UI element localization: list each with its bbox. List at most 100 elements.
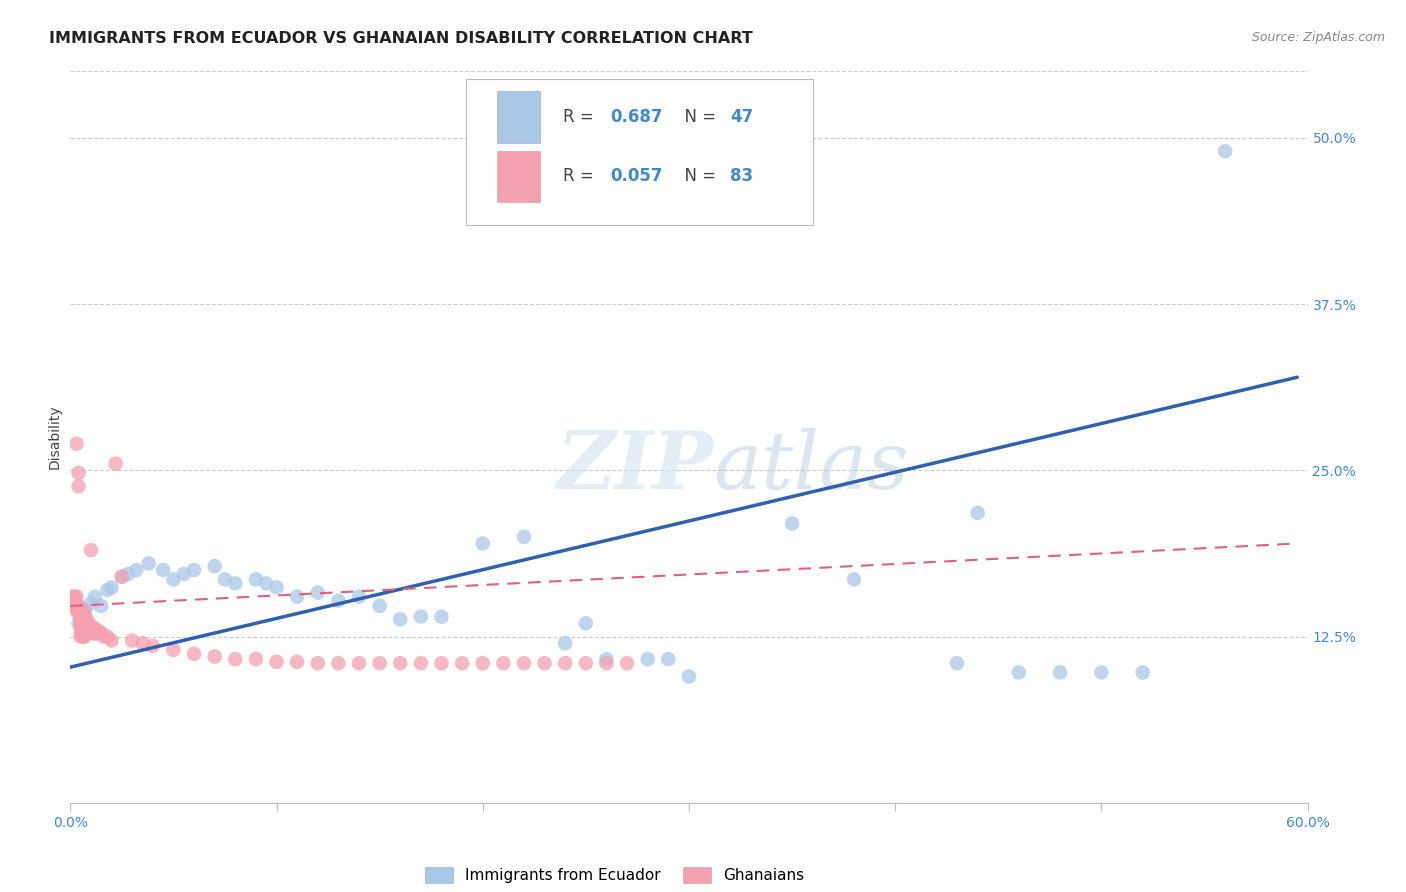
- Point: [678, 669, 700, 683]
- Point: [842, 573, 865, 587]
- Point: [111, 570, 134, 584]
- Point: [533, 656, 555, 670]
- Point: [69, 609, 91, 624]
- Point: [73, 630, 96, 644]
- Point: [471, 536, 494, 550]
- Point: [595, 656, 617, 670]
- Point: [72, 625, 94, 640]
- Point: [471, 656, 494, 670]
- Point: [84, 590, 107, 604]
- Point: [254, 576, 277, 591]
- Point: [131, 636, 153, 650]
- Point: [368, 599, 391, 613]
- Point: [492, 656, 515, 670]
- Point: [69, 607, 91, 621]
- Point: [91, 630, 114, 644]
- Point: [389, 656, 412, 670]
- Point: [84, 627, 107, 641]
- Point: [89, 625, 111, 640]
- Point: [183, 563, 205, 577]
- Point: [513, 656, 536, 670]
- Point: [72, 607, 94, 621]
- Text: R =: R =: [562, 108, 599, 126]
- Point: [90, 625, 112, 640]
- Point: [73, 620, 96, 634]
- Point: [67, 599, 90, 613]
- Point: [80, 620, 103, 634]
- Point: [1008, 665, 1031, 680]
- Point: [111, 570, 134, 584]
- Point: [72, 603, 94, 617]
- Point: [67, 616, 90, 631]
- Point: [80, 596, 103, 610]
- Point: [347, 656, 370, 670]
- Text: 47: 47: [730, 108, 754, 126]
- Point: [224, 576, 246, 591]
- Point: [84, 623, 107, 637]
- Point: [73, 612, 96, 626]
- Point: [657, 652, 679, 666]
- Point: [173, 567, 195, 582]
- Point: [77, 616, 100, 631]
- Point: [347, 590, 370, 604]
- Point: [285, 590, 308, 604]
- Point: [100, 633, 122, 648]
- Point: [575, 616, 598, 631]
- Point: [76, 616, 98, 631]
- Point: [328, 593, 350, 607]
- Point: [513, 530, 536, 544]
- Point: [65, 436, 87, 450]
- Text: 83: 83: [730, 167, 752, 186]
- FancyBboxPatch shape: [467, 78, 813, 225]
- Point: [409, 656, 432, 670]
- Point: [96, 630, 118, 644]
- Point: [69, 620, 91, 634]
- Text: N =: N =: [673, 167, 721, 186]
- Text: atlas: atlas: [714, 427, 910, 505]
- Point: [65, 596, 87, 610]
- Point: [67, 479, 90, 493]
- Point: [554, 636, 576, 650]
- Point: [616, 656, 638, 670]
- Point: [266, 655, 288, 669]
- Text: 0.057: 0.057: [610, 167, 662, 186]
- Point: [214, 573, 236, 587]
- Point: [73, 625, 96, 640]
- Text: N =: N =: [673, 108, 721, 126]
- Point: [1132, 665, 1154, 680]
- Point: [96, 582, 118, 597]
- Point: [451, 656, 474, 670]
- FancyBboxPatch shape: [498, 151, 540, 202]
- Text: ZIP: ZIP: [557, 427, 714, 505]
- Text: Source: ZipAtlas.com: Source: ZipAtlas.com: [1251, 31, 1385, 45]
- Point: [117, 567, 139, 582]
- Point: [224, 652, 246, 666]
- Point: [60, 590, 83, 604]
- Point: [67, 603, 90, 617]
- Point: [69, 625, 91, 640]
- Point: [72, 620, 94, 634]
- Point: [368, 656, 391, 670]
- Point: [69, 630, 91, 644]
- Text: 0.687: 0.687: [610, 108, 662, 126]
- Point: [966, 506, 988, 520]
- Point: [575, 656, 598, 670]
- Point: [65, 590, 87, 604]
- Y-axis label: Disability: Disability: [48, 405, 62, 469]
- Point: [73, 607, 96, 621]
- Point: [430, 656, 453, 670]
- Point: [67, 466, 90, 480]
- Point: [72, 630, 94, 644]
- Legend: Immigrants from Ecuador, Ghanaians: Immigrants from Ecuador, Ghanaians: [425, 867, 804, 883]
- Point: [76, 612, 98, 626]
- Point: [82, 620, 104, 634]
- Point: [65, 603, 87, 617]
- Point: [285, 655, 308, 669]
- Point: [1049, 665, 1071, 680]
- Point: [82, 625, 104, 640]
- Point: [80, 625, 103, 640]
- Point: [142, 639, 165, 653]
- Point: [554, 656, 576, 670]
- Point: [389, 612, 412, 626]
- Point: [121, 633, 143, 648]
